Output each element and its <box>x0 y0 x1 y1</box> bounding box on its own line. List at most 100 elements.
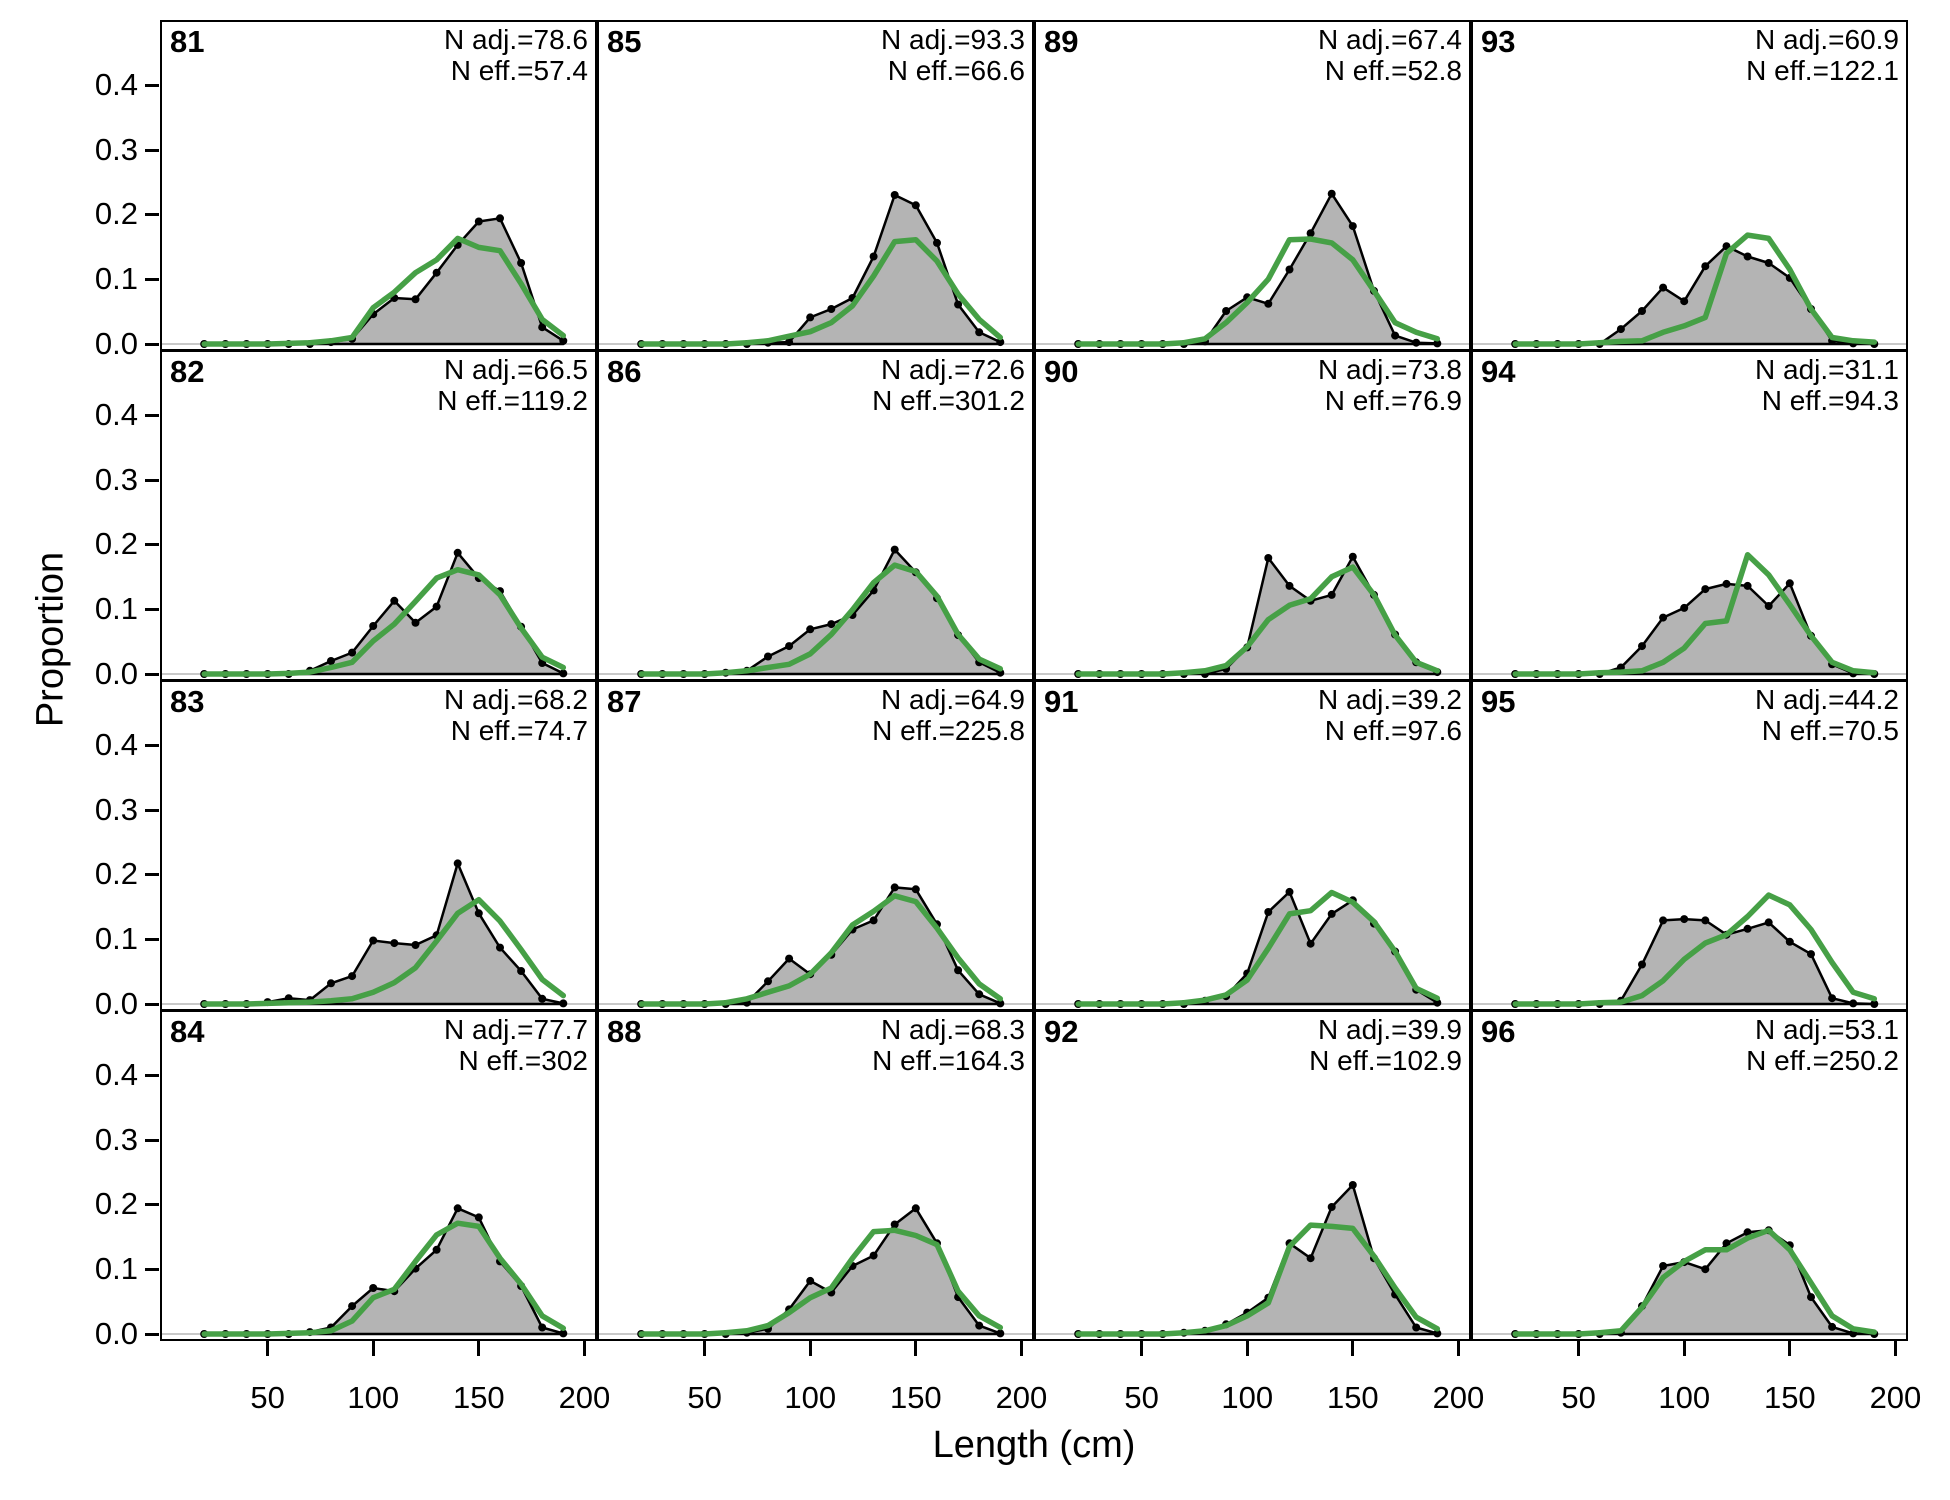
x-axis-title: Length (cm) <box>932 1424 1136 1466</box>
panel-annotations: N adj.=93.3 N eff.=66.6 <box>881 24 1025 87</box>
observed-area <box>1513 917 1876 1006</box>
observed-point <box>411 941 420 949</box>
panel-year-label: 96 <box>1481 1014 1516 1049</box>
fit-line <box>638 562 1004 677</box>
observed-point <box>1391 331 1400 340</box>
y-tick-label: 0.2 <box>94 1186 138 1222</box>
fit-line <box>1512 232 1878 347</box>
panel-annotations: N adj.=66.5 N eff.=119.2 <box>437 354 588 417</box>
observed-point <box>411 618 420 627</box>
x-tick <box>1788 1341 1792 1356</box>
observed-point <box>1306 1254 1315 1263</box>
observed-point <box>1433 1329 1442 1338</box>
observed-area <box>202 217 565 346</box>
observed-point <box>1348 1181 1357 1189</box>
panel-year-label: 86 <box>607 354 642 389</box>
observed-point <box>954 966 963 975</box>
x-tick <box>1682 1341 1686 1356</box>
y-tick <box>145 808 159 812</box>
y-tick <box>145 873 159 877</box>
observed-point <box>764 977 772 986</box>
observed-point <box>1701 585 1710 594</box>
observed-point <box>1285 581 1294 590</box>
fit-line <box>1075 236 1441 347</box>
panel-plot <box>1473 552 1906 678</box>
observed-point <box>538 994 547 1003</box>
panel-year-label: 83 <box>170 684 205 719</box>
panel-plot <box>1473 892 1906 1008</box>
fit-line <box>1075 1222 1441 1337</box>
panel-91: 91 N adj.=39.2 N eff.=97.6 <box>1034 680 1471 1011</box>
x-tick-label: 50 <box>1561 1380 1596 1415</box>
panel-82: 82 N adj.=66.5 N eff.=119.2 <box>160 350 597 681</box>
observed-point <box>890 191 899 199</box>
observed-point <box>764 652 772 661</box>
observed-point <box>911 1204 920 1213</box>
panel-95: 95 N adj.=44.2 N eff.=70.5 <box>1471 680 1908 1011</box>
observed-point <box>1327 189 1336 198</box>
fit-line <box>638 1227 1004 1337</box>
observed-point <box>806 313 815 322</box>
observed-point <box>517 259 526 267</box>
observed-area <box>1513 582 1876 676</box>
observed-point <box>827 305 836 313</box>
y-tick <box>145 938 159 942</box>
observed-point <box>996 338 1005 347</box>
panel-annotations: N adj.=53.1 N eff.=250.2 <box>1746 1014 1899 1077</box>
panel-plot <box>599 883 1032 1008</box>
observed-point <box>559 669 568 678</box>
observed-point <box>785 954 794 963</box>
observed-point <box>1722 579 1731 588</box>
panel-annotations: N adj.=44.2 N eff.=70.5 <box>1755 684 1899 747</box>
observed-point <box>1743 1228 1752 1237</box>
x-tick <box>477 1341 481 1356</box>
fit-line <box>1512 892 1878 1007</box>
y-tick <box>145 83 159 87</box>
observed-point <box>1764 918 1773 927</box>
observed-point <box>806 1276 815 1285</box>
observed-point <box>975 328 984 337</box>
y-tick <box>145 148 159 152</box>
observed-point <box>369 1284 378 1292</box>
x-tick-label: 100 <box>347 1380 400 1415</box>
panel-plot <box>1473 232 1906 348</box>
observed-point <box>496 214 504 223</box>
n-adj-annotation: N adj.=68.3 <box>881 1014 1025 1045</box>
observed-point <box>1412 338 1421 347</box>
observed-point <box>996 999 1005 1008</box>
y-tick <box>145 413 159 417</box>
y-tick-label: 0.0 <box>94 1316 138 1351</box>
panel-92: 92 N adj.=39.9 N eff.=102.9 <box>1034 1010 1471 1341</box>
n-adj-annotation: N adj.=60.9 <box>1755 24 1899 55</box>
x-tick-label: 150 <box>1763 1380 1816 1415</box>
panel-annotations: N adj.=72.6 N eff.=301.2 <box>872 354 1025 417</box>
observed-point <box>890 883 899 892</box>
n-eff-annotation: N eff.=250.2 <box>1746 1044 1899 1076</box>
observed-point <box>1285 887 1294 896</box>
observed-point <box>1433 998 1442 1007</box>
y-tick <box>145 1138 159 1142</box>
panel-annotations: N adj.=39.2 N eff.=97.6 <box>1318 684 1462 747</box>
y-tick-label: 0.1 <box>94 1251 138 1287</box>
y-tick-label: 0.3 <box>94 1121 138 1157</box>
observed-point <box>1785 579 1794 588</box>
observed-point <box>348 972 357 981</box>
x-tick-label: 100 <box>784 1380 837 1415</box>
observed-point <box>453 859 462 868</box>
fit-line <box>638 893 1004 1007</box>
observed-point <box>327 657 335 665</box>
observed-point <box>432 268 441 277</box>
y-tick-label: 0.0 <box>94 656 138 691</box>
x-tick-label: 50 <box>1124 1380 1159 1415</box>
n-eff-annotation: N eff.=301.2 <box>872 384 1025 416</box>
y-tick-label: 0.1 <box>94 921 138 957</box>
observed-point <box>1680 915 1689 924</box>
fit-line <box>1512 552 1878 677</box>
panel-83: 83 N adj.=68.2 N eff.=74.7 <box>160 680 597 1011</box>
n-eff-annotation: N eff.=119.2 <box>437 384 588 416</box>
panel-year-label: 91 <box>1044 684 1079 719</box>
observed-point <box>785 642 794 651</box>
y-tick <box>145 1073 159 1077</box>
x-tick-label: 200 <box>1432 1380 1485 1415</box>
